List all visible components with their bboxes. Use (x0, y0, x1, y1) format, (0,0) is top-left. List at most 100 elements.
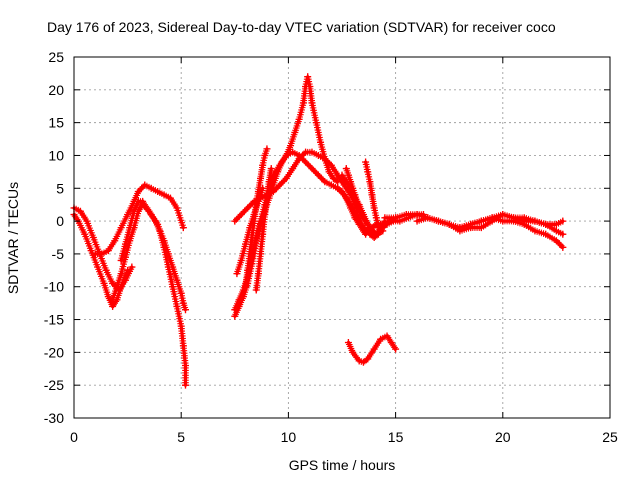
series-track-16 (344, 332, 400, 366)
data-point (488, 214, 496, 222)
data-point (147, 211, 155, 219)
plot-frame (73, 56, 611, 419)
data-point (263, 194, 271, 202)
data-point (370, 204, 378, 212)
data-point (143, 204, 151, 212)
data-point (531, 217, 539, 225)
data-point (128, 263, 136, 271)
data-point (147, 184, 155, 192)
data-point (169, 263, 177, 271)
data-point (392, 214, 400, 222)
series-track-06 (231, 73, 342, 320)
data-point (402, 211, 410, 219)
data-point (179, 342, 187, 350)
data-point (349, 184, 357, 192)
data-point (317, 138, 325, 146)
data-point (276, 161, 284, 169)
x-tick-label: 15 (388, 429, 404, 445)
data-point (104, 293, 112, 301)
data-point (302, 158, 310, 166)
data-point (308, 148, 316, 156)
data-point (124, 211, 132, 219)
data-point (237, 211, 245, 219)
data-point (257, 250, 265, 258)
data-point (109, 302, 117, 310)
data-point (314, 151, 322, 159)
data-point (109, 279, 117, 287)
data-point (231, 306, 239, 314)
y-tick-label: -25 (44, 377, 64, 393)
data-point (259, 230, 267, 238)
x-axis-ticks: 0 5 10 15 20 25 (70, 57, 618, 445)
x-axis-label: GPS time / hours (289, 457, 396, 473)
data-point (295, 115, 303, 123)
data-point (94, 263, 102, 271)
x-tick-label: 20 (495, 429, 511, 445)
data-point (377, 335, 385, 343)
data-point (259, 161, 267, 169)
data-point (364, 220, 372, 228)
data-point (252, 286, 260, 294)
data-series-group (70, 73, 567, 389)
x-tick-label: 5 (177, 429, 185, 445)
data-point (344, 339, 352, 347)
data-point (342, 165, 350, 173)
data-point (100, 279, 108, 287)
y-tick-label: 15 (48, 115, 64, 131)
data-point (109, 296, 117, 304)
data-point (117, 270, 125, 278)
data-point (366, 178, 374, 186)
data-point (181, 361, 189, 369)
data-point (306, 83, 314, 91)
data-point (164, 250, 172, 258)
data-point (413, 211, 421, 219)
data-point (121, 240, 129, 248)
data-point (231, 312, 239, 320)
y-tick-label: 0 (56, 213, 64, 229)
x-tick-label: 25 (602, 429, 618, 445)
series-track-14 (342, 165, 361, 205)
data-point (181, 306, 189, 314)
series-track-15 (362, 158, 382, 232)
data-point (552, 220, 560, 228)
data-point (370, 345, 378, 353)
plot-area: 0 5 10 15 20 25 -30 -25 -20 -15 -10 -5 0 5 10 15 20 25 (44, 49, 618, 445)
gridlines (74, 57, 610, 418)
data-point (267, 165, 275, 173)
data-point (126, 224, 134, 232)
data-point (355, 220, 363, 228)
data-point (177, 289, 185, 297)
data-point (355, 357, 363, 365)
y-tick-label: -20 (44, 344, 64, 360)
x-tick-label: 0 (70, 429, 78, 445)
data-point (117, 224, 125, 232)
series-track-03 (91, 181, 187, 258)
data-point (308, 165, 316, 173)
data-point (321, 178, 329, 186)
data-point (83, 217, 91, 225)
y-tick-label: 5 (56, 180, 64, 196)
data-point (265, 178, 273, 186)
data-point (347, 204, 355, 212)
data-point (392, 345, 400, 353)
y-tick-label: 25 (48, 49, 64, 65)
series-track-19 (456, 211, 567, 232)
data-point (81, 230, 89, 238)
data-point (559, 217, 567, 225)
data-point (166, 194, 174, 202)
data-point (327, 161, 335, 169)
data-point (351, 214, 359, 222)
data-point (259, 184, 267, 192)
data-point (477, 224, 485, 232)
data-point (434, 217, 442, 225)
data-point (89, 234, 97, 241)
data-point (499, 217, 507, 225)
data-point (257, 174, 265, 182)
data-point (510, 214, 518, 222)
data-point (344, 171, 352, 179)
data-point (244, 266, 252, 274)
data-point (237, 256, 245, 264)
data-point (362, 158, 370, 166)
data-point (282, 174, 290, 182)
